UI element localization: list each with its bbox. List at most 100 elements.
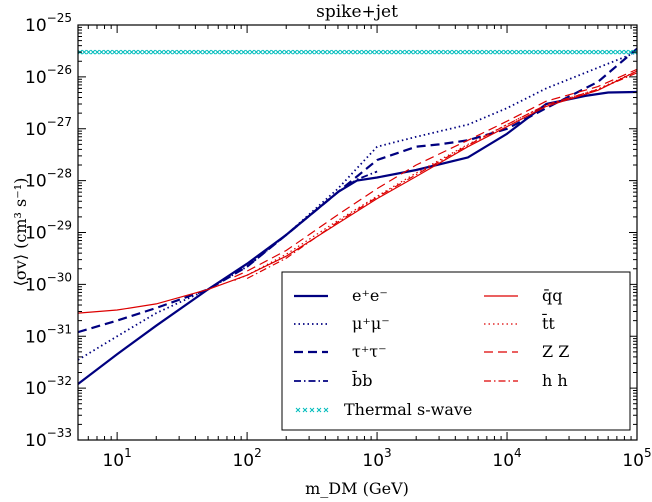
thermal-x-marker [202, 49, 208, 55]
thermal-x-marker [223, 49, 229, 55]
legend-entry: μ⁺μ⁻ [294, 314, 390, 333]
y-tick-label: 10−26 [25, 63, 72, 88]
thermal-x-marker [292, 49, 298, 55]
thermal-x-marker [232, 49, 238, 55]
thermal-x-marker [580, 49, 586, 55]
thermal-x-marker [468, 49, 474, 55]
thermal-x-marker [395, 49, 401, 55]
thermal-x-marker [327, 49, 332, 55]
y-tick-label: 10−31 [25, 322, 72, 347]
series-line [234, 68, 637, 278]
thermal-x-marker [425, 49, 431, 55]
thermal-x-marker [486, 49, 491, 55]
thermal-x-marker [90, 49, 96, 55]
thermal-x-marker [434, 49, 440, 55]
thermal-x-marker [490, 49, 496, 55]
thermal-x-marker [163, 49, 169, 55]
thermal-x-marker [236, 49, 242, 55]
thermal-x-marker [150, 49, 156, 55]
y-tick-label: 10−27 [25, 115, 72, 140]
thermal-x-marker [529, 49, 534, 55]
y-axis-title: ⟨σv⟩ (cm³ s⁻¹) [11, 178, 30, 287]
thermal-x-marker [417, 49, 423, 55]
x-tick-label: 103 [362, 446, 391, 471]
x-tick-label: 104 [492, 446, 521, 471]
thermal-x-marker [258, 49, 263, 55]
thermal-x-marker [438, 49, 444, 55]
series-line [246, 170, 378, 268]
thermal-x-marker [142, 49, 147, 55]
thermal-x-marker [447, 49, 453, 55]
thermal-x-marker [253, 49, 259, 55]
thermal-x-marker [404, 49, 410, 55]
thermal-x-marker [159, 49, 165, 55]
thermal-x-marker [585, 49, 590, 55]
thermal-x-marker [86, 49, 91, 55]
thermal-x-marker [361, 49, 367, 55]
legend-entry: e⁺e⁻ [294, 286, 388, 305]
thermal-x-marker [275, 49, 281, 55]
thermal-x-marker [533, 49, 539, 55]
y-tick-label: 10−29 [25, 219, 72, 244]
axes-layer: 101 102 103 104 105 10−33 10−32 10−31 10−30 10−29… [25, 11, 652, 471]
thermal-x-marker [284, 49, 289, 55]
thermal-x-marker [477, 49, 483, 55]
legend-label: μ⁺μ⁻ [352, 314, 390, 333]
thermal-x-marker [378, 49, 384, 55]
thermal-x-marker [481, 49, 487, 55]
thermal-x-marker [460, 49, 466, 55]
thermal-x-marker [443, 49, 448, 55]
legend-x-marker [302, 407, 308, 413]
thermal-x-marker [503, 49, 509, 55]
thermal-x-marker [228, 49, 233, 55]
thermal-x-marker [597, 49, 603, 55]
series-line [78, 70, 637, 314]
thermal-x-marker [81, 49, 87, 55]
thermal-x-marker [210, 49, 216, 55]
thermal-x-marker [215, 49, 220, 55]
thermal-x-marker [430, 49, 435, 55]
thermal-x-marker [507, 49, 513, 55]
thermal-x-marker [413, 49, 418, 55]
thermal-x-marker [309, 49, 315, 55]
thermal-x-marker [542, 49, 547, 55]
legend-entry: t̄t [484, 312, 555, 333]
thermal-x-marker [301, 49, 306, 55]
thermal-x-marker [382, 49, 388, 55]
y-tick-label: 10−33 [25, 426, 72, 451]
x-axis-title: m_DM (GeV) [305, 479, 409, 498]
thermal-x-marker [107, 49, 113, 55]
thermal-x-marker [296, 49, 302, 55]
thermal-x-marker [339, 49, 345, 55]
plot-frame [77, 24, 638, 441]
legend-entry: Thermal s-wave [295, 400, 472, 419]
thermal-x-marker [563, 49, 569, 55]
thermal-x-marker [167, 49, 173, 55]
thermal-x-marker [559, 49, 564, 55]
thermal-x-marker [99, 49, 104, 55]
thermal-x-marker [524, 49, 530, 55]
thermal-x-marker [112, 49, 117, 55]
thermal-x-marker [567, 49, 573, 55]
legend-label: Z Z [542, 342, 569, 361]
thermal-x-marker [408, 49, 414, 55]
thermal-x-marker [520, 49, 526, 55]
thermal-x-marker [172, 49, 177, 55]
thermal-x-marker [391, 49, 397, 55]
legend-label: τ⁺τ⁻ [352, 342, 387, 361]
thermal-x-marker [550, 49, 556, 55]
thermal-x-marker [589, 49, 595, 55]
x-tick-label: 102 [232, 446, 261, 471]
thermal-x-marker [352, 49, 358, 55]
thermal-x-marker [537, 49, 543, 55]
series-line [246, 72, 637, 280]
legend-label: e⁺e⁻ [352, 286, 388, 305]
legend-x-marker [309, 407, 315, 413]
legend-entry: τ⁺τ⁻ [294, 342, 387, 361]
legend-entry: Z Z [484, 342, 569, 361]
thermal-x-marker [271, 49, 276, 55]
y-tick-label: 10−25 [25, 11, 72, 36]
thermal-x-marker [103, 49, 109, 55]
thermal-x-marker [185, 49, 190, 55]
